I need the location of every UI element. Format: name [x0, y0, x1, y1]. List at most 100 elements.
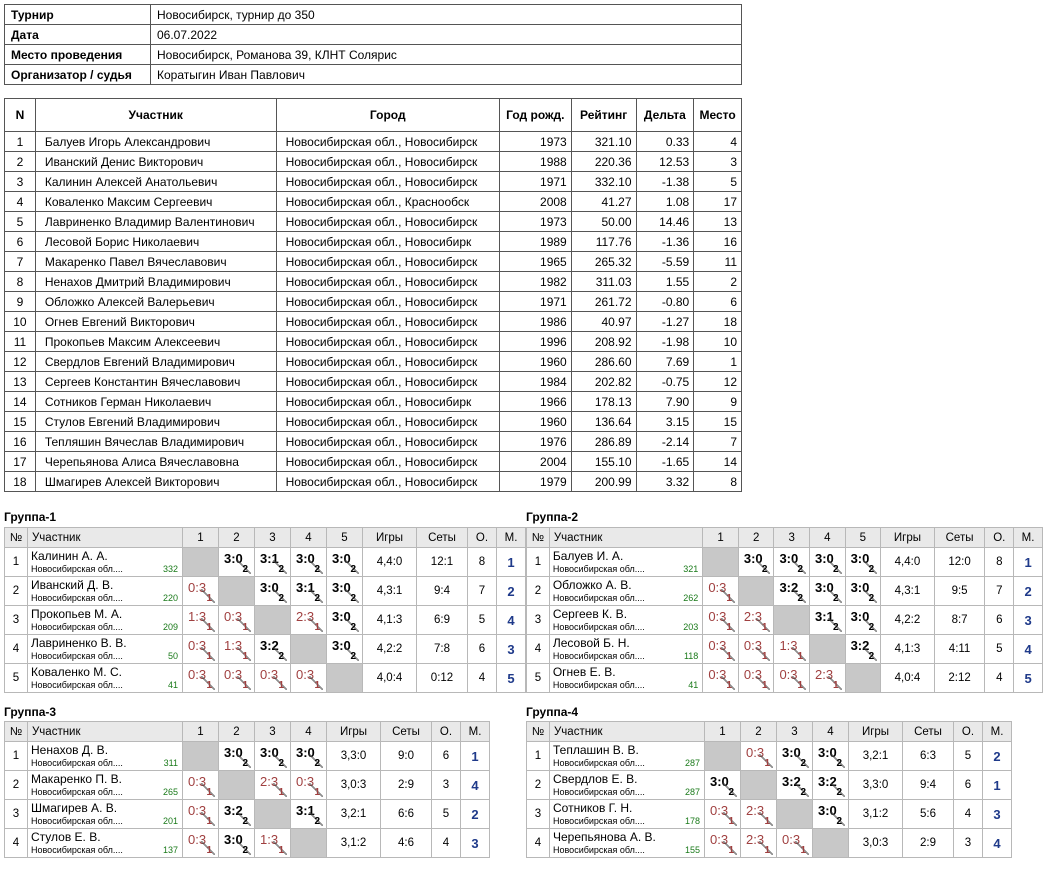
match-points: 1 — [761, 651, 768, 662]
table-row: 9 Обложко Алексей Валерьевич Новосибирская… — [4, 291, 742, 312]
match-points: 2 — [797, 593, 803, 604]
col-player: Участник — [27, 721, 183, 742]
column-header: Место — [693, 98, 742, 132]
points-cell: 3 — [953, 828, 983, 858]
table-cell: Лавриненко Владимир Валентинович — [34, 211, 277, 232]
col-opponent: 2 — [218, 527, 255, 548]
table-cell: Новосибирская обл., Новосибирск — [275, 351, 500, 372]
col-opponent: 1 — [704, 721, 741, 742]
table-cell: 12 — [4, 351, 36, 372]
match-result: 3:2 2 — [776, 770, 813, 800]
self-cell — [704, 741, 741, 771]
table-cell: 14.46 — [635, 211, 695, 232]
table-row: 12 Свердлов Евгений Владимирович Новосибир… — [4, 351, 742, 372]
table-cell: 1989 — [498, 231, 572, 252]
match-result: 0:3 1 — [704, 799, 741, 829]
col-no: № — [526, 527, 550, 548]
group-row: 3 Шмагирев А. В. Новосибирская обл.... 201 0… — [4, 799, 490, 829]
col-sets: Сеты — [416, 527, 468, 548]
player-city: Новосибирская обл.... — [553, 758, 645, 768]
match-points: 1 — [728, 845, 734, 856]
place-cell: 4 — [1013, 634, 1043, 664]
match-result: 3:1 2 — [254, 547, 291, 577]
table-cell: 9 — [4, 291, 36, 312]
match-result: 0:3 1 — [182, 634, 219, 664]
player-name: Обложко А. В. — [552, 578, 632, 592]
group-header-row: № Участник 1 2 3 4 Игры Сеты О. М. — [526, 721, 1012, 742]
match-result: 3:0 2 — [704, 770, 741, 800]
table-cell: Сергеев Константин Вячеславович — [34, 371, 277, 392]
column-header: Дельта — [635, 98, 695, 132]
player-rating: 209 — [162, 622, 178, 632]
player-cell: Балуев И. А. Новосибирская обл.... 321 — [548, 547, 704, 577]
table-cell: Лесовой Борис Николаевич — [34, 231, 277, 252]
player-rating: 321 — [683, 564, 699, 574]
match-points: 2 — [797, 564, 803, 575]
row-number: 2 — [4, 576, 28, 606]
col-opponent: 3 — [773, 527, 810, 548]
col-points: О. — [467, 527, 497, 548]
self-cell — [737, 576, 775, 606]
sets-cell: 0:12 — [416, 663, 468, 693]
player-rating: 41 — [688, 680, 699, 690]
match-points: 2 — [278, 758, 284, 769]
self-cell — [254, 605, 291, 635]
table-cell: 2008 — [498, 191, 572, 212]
table-cell: -5.59 — [635, 251, 695, 272]
table-cell: -0.75 — [635, 371, 695, 392]
match-points: 2 — [728, 787, 734, 798]
col-opponent: 1 — [702, 527, 739, 548]
player-name: Сотников Г. Н. — [553, 801, 633, 815]
table-cell: Ненахов Дмитрий Владимирович — [34, 271, 277, 292]
table-cell: 200.99 — [570, 471, 637, 492]
table-cell: Новосибирская обл., Новосибирск — [275, 311, 500, 332]
games-cell: 4,2:2 — [880, 605, 935, 635]
col-opponent: 4 — [290, 721, 327, 742]
table-cell: 1.55 — [635, 271, 695, 292]
match-result: 0:3 1 — [740, 741, 777, 771]
table-cell: 11 — [693, 251, 742, 272]
info-key: Организатор / судья — [4, 64, 151, 85]
player-name: Лесовой Б. Н. — [552, 636, 630, 650]
table-cell: 3 — [693, 151, 742, 172]
self-cell — [740, 770, 777, 800]
info-key: Место проведения — [4, 44, 151, 65]
players-table: N Участник Город Год рожд. Рейтинг Дельта Мест… — [4, 98, 742, 492]
points-cell: 4 — [953, 799, 983, 829]
table-cell: Новосибирская обл., Новосибирск — [275, 411, 500, 432]
table-cell: 1971 — [498, 171, 572, 192]
table-cell: Черепьянова Алиса Вячеславовна — [34, 451, 277, 472]
match-result: 3:0 2 — [844, 547, 882, 577]
info-key: Турнир — [4, 4, 151, 25]
points-cell: 6 — [953, 770, 983, 800]
match-points: 1 — [278, 787, 284, 798]
player-rating: 311 — [163, 758, 178, 768]
match-result: 0:3 1 — [702, 634, 739, 664]
table-cell: 3 — [4, 171, 36, 192]
points-cell: 6 — [467, 634, 497, 664]
match-result: 3:0 2 — [844, 576, 882, 606]
match-result: 3:0 2 — [290, 547, 327, 577]
match-result: 3:1 2 — [290, 576, 327, 606]
match-points: 2 — [833, 564, 839, 575]
games-cell: 4,4:0 — [362, 547, 417, 577]
table-cell: 1986 — [498, 311, 572, 332]
table-cell: -1.27 — [635, 311, 695, 332]
table-cell: -1.36 — [635, 231, 695, 252]
table-row: 11 Прокопьев Максим Алексеевич Новосибирск… — [4, 331, 742, 352]
match-points: 2 — [868, 622, 875, 633]
match-points: 1 — [242, 651, 248, 662]
sets-cell: 2:9 — [902, 828, 954, 858]
table-cell: -0.80 — [635, 291, 695, 312]
player-cell: Иванский Д. В. Новосибирская обл.... 220 — [27, 576, 183, 606]
games-cell: 4,3:1 — [362, 576, 417, 606]
row-number: 2 — [526, 576, 550, 606]
points-cell: 7 — [467, 576, 497, 606]
match-result: 0:3 1 — [737, 663, 775, 693]
group-3-title: Группа-3 — [4, 705, 57, 719]
match-result: 3:2 2 — [844, 634, 882, 664]
table-cell: 1984 — [498, 371, 572, 392]
group-row: 3 Сергеев К. В. Новосибирская обл.... 203 0:… — [526, 605, 1043, 635]
points-cell: 7 — [984, 576, 1015, 606]
match-result: 0:3 1 — [290, 770, 327, 800]
